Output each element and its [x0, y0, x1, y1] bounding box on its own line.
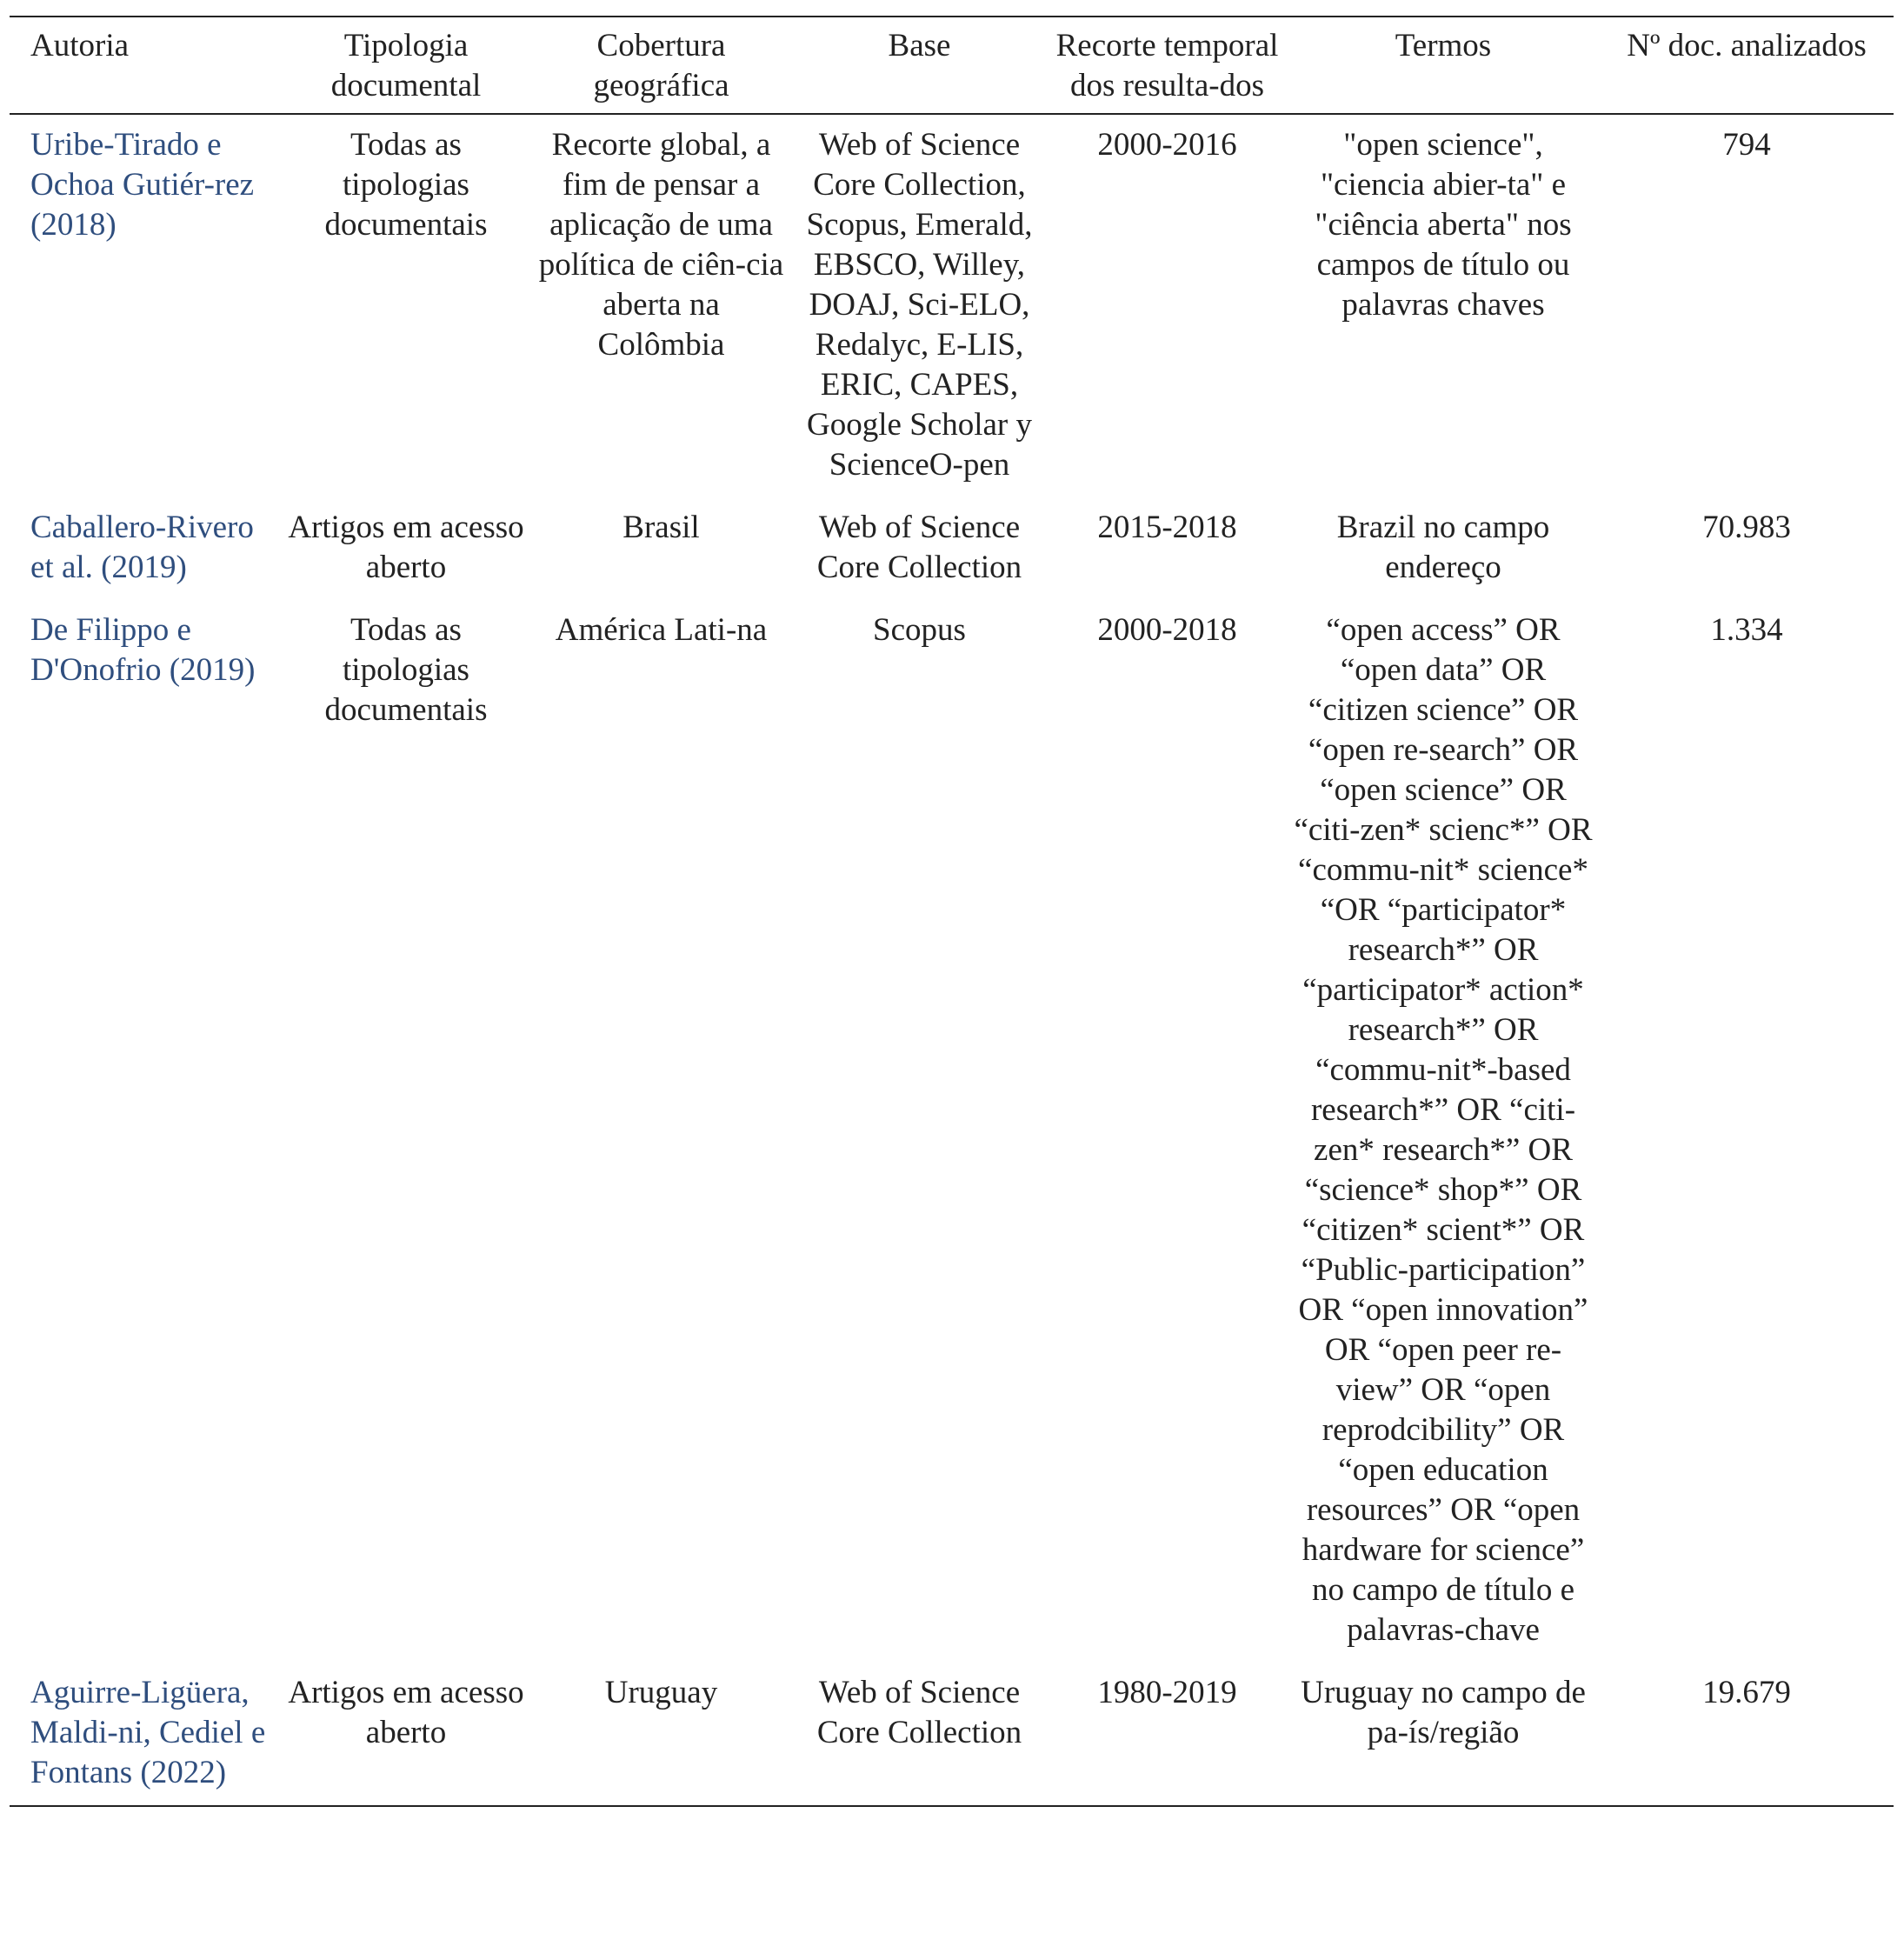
table-cell: Artigos em acesso aberto [288, 1675, 524, 1750]
table-cell: Uribe-Tirado e Ochoa Gutiér-rez (2018) [30, 127, 255, 243]
table-cell: Aguirre-Ligüera, Maldi-ni, Cediel e Font… [30, 1675, 266, 1790]
table: Autoria Tipologia documental Cobertura geo… [10, 16, 1894, 1807]
table-cell: Web of Science Core Collection [816, 1675, 1022, 1750]
table-cell: Todas as tipologias documentais [324, 127, 488, 243]
header-cell: Base [888, 28, 951, 63]
table-cell: Caballero-Rivero et al. (2019) [30, 510, 254, 585]
header-cell: Recorte temporal dos resulta-dos [1055, 28, 1279, 103]
table-cell: 1980-2019 [1097, 1675, 1237, 1710]
header-cell: Termos [1395, 28, 1492, 63]
table-row: Aguirre-Ligüera, Maldi-ni, Cediel e Font… [10, 1663, 1894, 1806]
table-cell: América Lati-na [555, 612, 768, 648]
table-cell: Uruguay no campo de pa-ís/região [1301, 1675, 1586, 1750]
table-body: Uribe-Tirado e Ochoa Gutiér-rez (2018) To… [10, 114, 1894, 1806]
table-cell: "open science", "ciencia abier-ta" e "ci… [1315, 127, 1572, 323]
table-cell: Brasil [622, 510, 700, 545]
table-row: Uribe-Tirado e Ochoa Gutiér-rez (2018) To… [10, 114, 1894, 497]
table-cell: 70.983 [1702, 510, 1791, 545]
header-row: Autoria Tipologia documental Cobertura geo… [10, 17, 1894, 114]
table-cell: 2000-2018 [1097, 612, 1237, 648]
table-cell: Uruguay [604, 1675, 718, 1710]
table-cell: Artigos em acesso aberto [288, 510, 524, 585]
table-cell: Scopus [873, 612, 966, 648]
table-row: De Filippo e D'Onofrio (2019) Todas as ti… [10, 600, 1894, 1663]
table-cell: 794 [1722, 127, 1771, 163]
table-cell: Brazil no campo endereço [1336, 510, 1550, 585]
header-cell: Nº doc. analizados [1627, 28, 1867, 63]
table-cell: 19.679 [1702, 1675, 1791, 1710]
table-cell: Todas as tipologias documentais [324, 612, 488, 728]
header-cell: Tipologia documental [330, 28, 482, 103]
table-cell: “open access” OR “open data” OR “citizen… [1294, 612, 1593, 1648]
table-cell: De Filippo e D'Onofrio (2019) [30, 612, 256, 688]
table-cell: 2015-2018 [1097, 510, 1237, 545]
table-cell: Web of Science Core Collection, Scopus, … [806, 127, 1033, 483]
table-cell: Web of Science Core Collection [816, 510, 1022, 585]
header-cell: Cobertura geográfica [593, 28, 729, 103]
table-cell: Recorte global, a fim de pensar a aplica… [538, 127, 784, 363]
table-cell: 2000-2016 [1097, 127, 1237, 163]
table-cell: 1.334 [1710, 612, 1783, 648]
table-row: Caballero-Rivero et al. (2019) Artigos em… [10, 497, 1894, 600]
header-cell: Autoria [30, 28, 130, 63]
